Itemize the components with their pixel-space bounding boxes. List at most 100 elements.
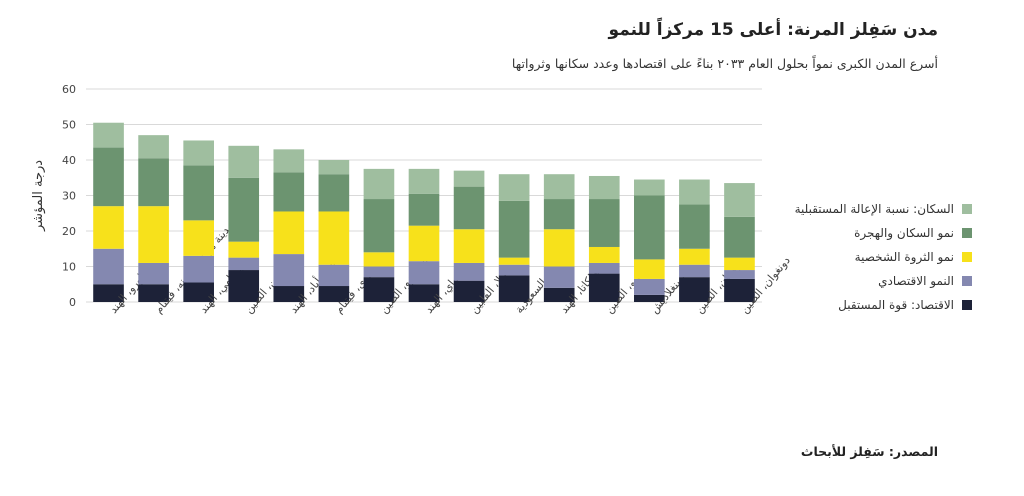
bar-segment <box>543 199 575 230</box>
legend-swatch <box>962 204 972 214</box>
bar-segment <box>183 220 214 256</box>
bar-segment <box>634 259 665 279</box>
bar-segment <box>543 287 575 302</box>
bar-segment <box>724 270 755 279</box>
bar-segment <box>138 158 169 207</box>
y-tick-label: 20 <box>62 225 76 238</box>
source-note: المصدر: سَفِلز للأبحاث <box>800 444 938 459</box>
legend-label: السكان: نسبة الإعالة المستقبلية <box>794 202 954 216</box>
bar-segment <box>183 255 214 283</box>
legend-item: الاقتصاد: قوة المستقبل <box>782 293 972 317</box>
y-tick-label: 30 <box>62 190 76 203</box>
bar-segment <box>634 278 665 295</box>
bar-segment <box>453 229 485 263</box>
bar-segment <box>724 216 755 258</box>
bar-segment <box>679 179 710 205</box>
bar-segment <box>93 147 124 207</box>
bar-segment <box>679 264 710 278</box>
bar-segment <box>543 229 575 267</box>
chart-legend: السكان: نسبة الإعالة المستقبلية نمو السك… <box>782 197 972 317</box>
bar-segment <box>273 172 305 212</box>
y-tick-label: 40 <box>62 154 76 167</box>
legend-swatch <box>962 300 972 310</box>
bar-segment <box>498 264 530 276</box>
bar-segment <box>724 257 755 271</box>
bar-segment <box>363 266 395 278</box>
bar-segment <box>363 168 395 200</box>
bar-segment <box>93 248 124 285</box>
legend-swatch <box>962 228 972 238</box>
legend-swatch <box>962 252 972 262</box>
bar-segment <box>588 199 620 247</box>
bar-segment <box>183 282 214 302</box>
bar-segment <box>724 278 755 302</box>
bar-segment <box>228 177 260 242</box>
y-tick-label: 10 <box>62 261 76 274</box>
bar-segment <box>408 225 440 262</box>
bar-segment <box>273 286 305 302</box>
bar-segment <box>228 241 260 258</box>
bar-segment <box>273 211 305 255</box>
legend-swatch <box>962 276 972 286</box>
bar-segment <box>498 257 530 265</box>
bar-segment <box>679 204 710 249</box>
bar-segment <box>183 140 214 166</box>
bar-segment <box>679 277 710 302</box>
bar-segment <box>588 246 620 263</box>
bar-segment <box>498 275 530 302</box>
y-tick-label: 50 <box>62 119 76 132</box>
bar-segment <box>363 252 395 267</box>
bar-segment <box>724 183 755 217</box>
bar-segment <box>408 261 440 285</box>
bar-segment <box>318 211 350 265</box>
bar-segment <box>588 273 620 302</box>
bar-segment <box>138 262 169 285</box>
bar-segment <box>93 206 124 249</box>
bar-segment <box>543 266 575 288</box>
bar-segment <box>138 284 169 302</box>
bar-segment <box>588 175 620 200</box>
bar-segment <box>228 257 260 271</box>
bar-segment <box>273 254 305 287</box>
legend-item: نمو الثروة الشخصية <box>782 245 972 269</box>
bar-segment <box>408 168 440 194</box>
legend-label: نمو السكان والهجرة <box>854 226 954 240</box>
bar-segment <box>138 206 169 263</box>
bar-segment <box>273 149 305 173</box>
bar-segment <box>453 280 485 302</box>
bar-segment <box>228 145 260 178</box>
legend-item: نمو السكان والهجرة <box>782 221 972 245</box>
bar-segment <box>93 284 124 302</box>
chart-subtitle: أسرع المدن الكبرى نمواً بحلول العام ٢٠٣٣… <box>511 56 938 71</box>
bar-segment <box>634 294 665 302</box>
bar-segment <box>93 122 124 148</box>
legend-label: الاقتصاد: قوة المستقبل <box>838 298 954 312</box>
bar-segment <box>498 174 530 201</box>
bar-segment <box>588 262 620 274</box>
bar-segment <box>543 174 575 200</box>
legend-label: النمو الاقتصادي <box>878 274 954 288</box>
legend-item: النمو الاقتصادي <box>782 269 972 293</box>
bar-segment <box>453 170 485 187</box>
bar-segment <box>453 186 485 230</box>
legend-label: نمو الثروة الشخصية <box>854 250 954 264</box>
bar-segment <box>318 174 350 212</box>
bar-segment <box>363 277 395 302</box>
bar-segment <box>318 286 350 302</box>
y-tick-label: 60 <box>62 83 76 96</box>
bar-segment <box>634 179 665 196</box>
bar-segment <box>228 270 260 302</box>
bar-segment <box>183 165 214 221</box>
bar-segment <box>408 284 440 302</box>
bar-segment <box>138 135 169 159</box>
bar-segment <box>363 199 395 253</box>
bar-segment <box>408 193 440 226</box>
bar-segment <box>498 200 530 258</box>
chart-title: مدن سَفِلز المرنة: أعلى 15 مركزاً للنمو <box>608 20 938 40</box>
y-axis-label: درجة المؤشر <box>31 160 46 232</box>
bar-segment <box>679 248 710 265</box>
legend-item: السكان: نسبة الإعالة المستقبلية <box>782 197 972 221</box>
bar-segment <box>318 160 350 175</box>
bar-segment <box>318 264 350 287</box>
